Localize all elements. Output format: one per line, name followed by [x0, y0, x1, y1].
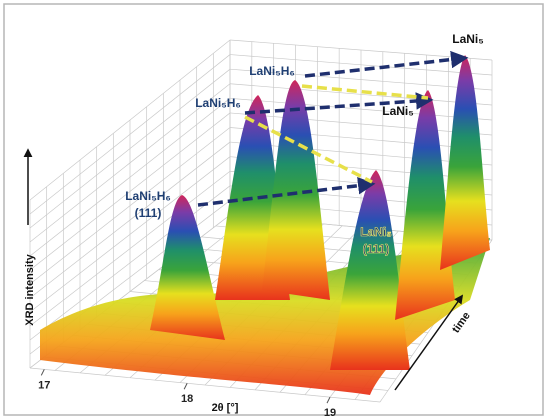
arrows: [197, 50, 469, 207]
x-tick: [326, 396, 331, 404]
x-axis-label: 2θ [°]: [212, 402, 239, 414]
x-tick-label: 19: [324, 407, 336, 419]
grid-line: [29, 39, 231, 201]
annotations: LaNi₅ LaNi₅H₆ LaNi₅H₆ LaNi₅ LaNi₅H₆ (111) LaNi…: [125, 32, 484, 256]
annotation: LaNi₅H₆: [125, 189, 171, 203]
annotation: (111): [135, 206, 162, 220]
grid-line: [29, 54, 231, 215]
x-tick: [183, 383, 188, 390]
grid-line: [229, 39, 493, 61]
grid-line: [229, 54, 493, 76]
x-tick: [40, 369, 45, 376]
annotation: LaNi₅H₆: [195, 96, 241, 110]
annotation: (111): [363, 242, 390, 256]
grid-line: [229, 68, 493, 91]
x-tick-label: 17: [38, 379, 50, 391]
annotation: LaNi₅H₆: [249, 64, 295, 78]
x-tick-label: 18: [181, 393, 193, 405]
annotation: LaNi₅: [360, 225, 392, 239]
surface: [40, 55, 490, 395]
annotation: LaNi₅: [382, 104, 414, 118]
y-axis-label: XRD intensity: [24, 253, 36, 325]
grid-line: [29, 68, 231, 229]
annotation: LaNi₅: [452, 32, 484, 46]
time-arrow: [394, 294, 464, 391]
